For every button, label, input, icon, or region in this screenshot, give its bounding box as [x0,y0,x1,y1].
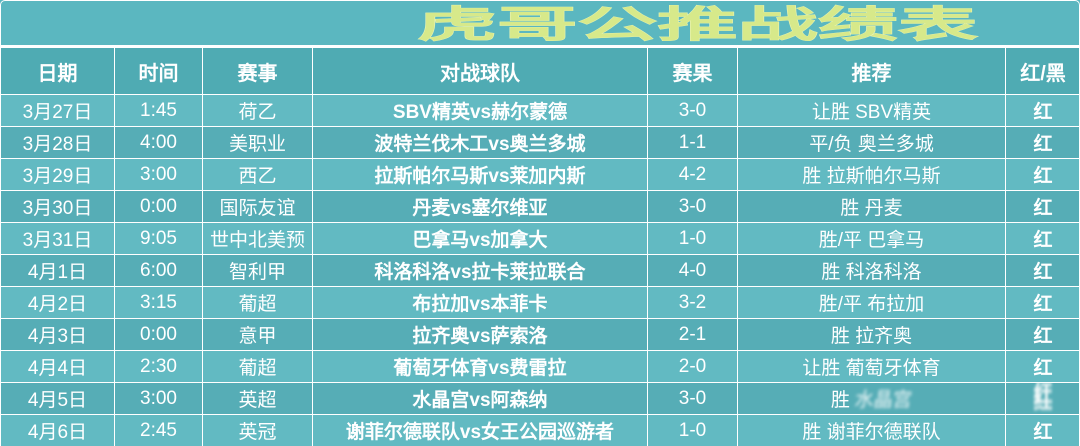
svg-text:虎哥公推战绩表: 虎哥公推战绩表 [417,4,978,45]
